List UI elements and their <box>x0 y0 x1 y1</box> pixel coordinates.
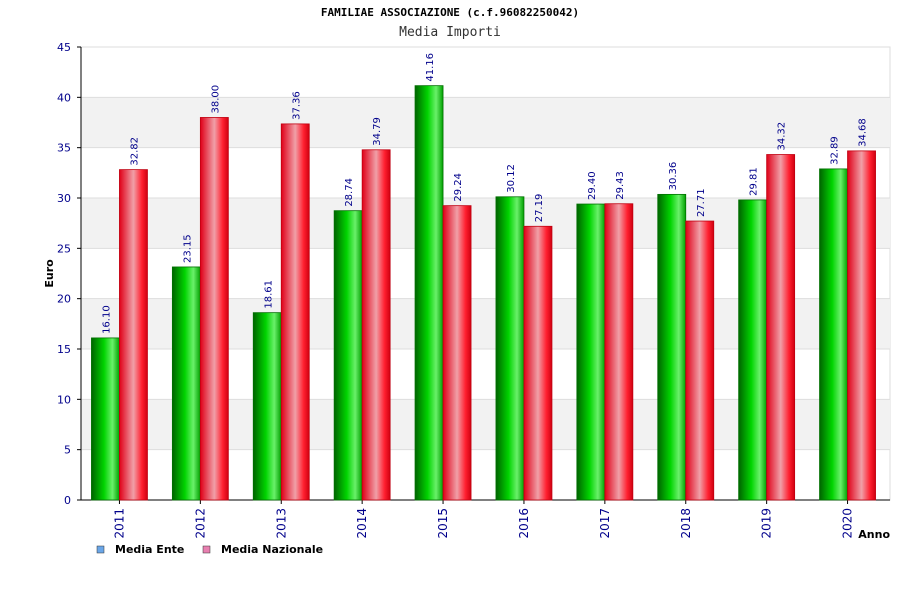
bar-media-nazionale <box>119 169 148 501</box>
x-tick-label: 2016 <box>517 508 531 539</box>
chart-subtitle: Media Importi <box>399 25 501 40</box>
y-tick-label: 40 <box>57 91 71 104</box>
bar-media-ente <box>495 196 525 501</box>
x-tick-label: 2019 <box>760 508 774 539</box>
y-tick-label: 10 <box>57 393 71 406</box>
legend-item: Media Nazionale <box>202 543 323 556</box>
y-axis-title: Euro <box>43 259 56 288</box>
bar-media-ente <box>738 199 768 501</box>
legend-swatch <box>96 545 105 554</box>
data-label: 37.36 <box>291 91 302 120</box>
data-label: 29.81 <box>749 167 760 196</box>
data-label: 29.40 <box>587 171 598 200</box>
y-tick-label: 15 <box>57 343 71 356</box>
legend-label: Media Ente <box>115 543 184 556</box>
bar-media-ente <box>414 85 444 501</box>
data-label: 32.89 <box>830 136 841 165</box>
data-label: 18.61 <box>263 280 274 309</box>
x-tick-label: 2017 <box>598 508 612 539</box>
bar-media-ente <box>819 168 848 501</box>
data-label: 28.74 <box>344 178 355 207</box>
bar-media-ente <box>252 312 282 501</box>
x-tick-label: 2014 <box>355 508 369 539</box>
data-label: 16.10 <box>101 305 112 334</box>
bar-media-nazionale <box>442 205 472 501</box>
data-label: 29.43 <box>615 171 626 200</box>
data-label: 34.32 <box>777 122 788 151</box>
x-tick-label: 2020 <box>841 508 855 539</box>
chart-title: FAMILIAE ASSOCIAZIONE (c.f.96082250042) <box>320 6 580 19</box>
legend-swatch <box>202 545 211 554</box>
data-label: 30.12 <box>506 164 517 193</box>
bar-media-nazionale <box>604 203 634 501</box>
data-label: 38.00 <box>210 85 221 114</box>
data-label: 27.19 <box>534 194 545 223</box>
y-tick-label: 35 <box>57 142 71 155</box>
x-axis-title: Anno <box>858 528 890 541</box>
data-label: 27.71 <box>696 188 707 217</box>
bar-media-ente <box>333 210 363 501</box>
data-label: 23.15 <box>182 234 193 263</box>
x-tick-label: 2013 <box>274 508 288 539</box>
data-label: 34.79 <box>372 117 383 146</box>
bar-media-nazionale <box>523 225 553 501</box>
bar-media-nazionale <box>280 123 310 501</box>
bar-media-nazionale <box>361 149 391 501</box>
bar-media-nazionale <box>847 150 876 501</box>
data-label: 30.36 <box>668 162 679 191</box>
bar-media-ente <box>91 337 120 501</box>
x-tick-label: 2018 <box>679 508 693 539</box>
legend-item: Media Ente <box>96 543 184 556</box>
bar-media-ente <box>576 203 606 501</box>
x-tick-label: 2015 <box>436 508 450 539</box>
y-tick-label: 5 <box>64 444 71 457</box>
x-tick-label: 2012 <box>193 508 207 539</box>
data-label: 32.82 <box>129 137 140 166</box>
y-tick-label: 0 <box>64 494 71 507</box>
y-tick-label: 25 <box>57 242 71 255</box>
x-tick-label: 2011 <box>112 508 126 539</box>
bar-media-ente <box>171 266 201 501</box>
y-tick-label: 45 <box>57 41 71 54</box>
bar-media-nazionale <box>199 117 229 501</box>
data-label: 34.68 <box>858 118 869 147</box>
data-label: 41.16 <box>425 53 436 82</box>
legend-label: Media Nazionale <box>221 543 323 556</box>
y-tick-label: 20 <box>57 293 71 306</box>
bar-media-nazionale <box>766 154 796 501</box>
data-label: 29.24 <box>453 173 464 202</box>
y-tick-label: 30 <box>57 192 71 205</box>
bar-media-ente <box>657 193 687 501</box>
bar-media-nazionale <box>685 220 715 501</box>
